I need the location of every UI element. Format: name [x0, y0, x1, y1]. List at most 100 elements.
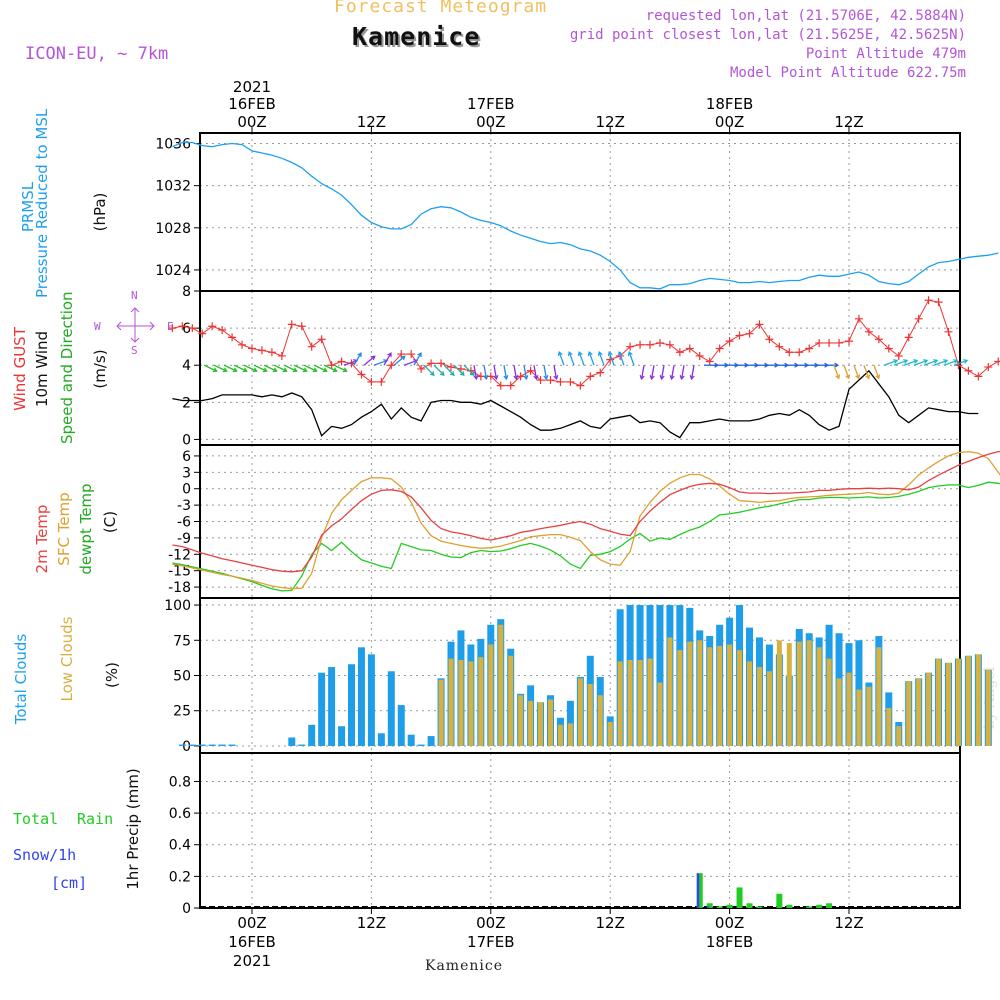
wind-direction-arrow: [423, 364, 435, 376]
low-cloud-bar: [577, 678, 583, 746]
rain-bar: [746, 903, 753, 908]
wind-direction-arrowhead: [449, 371, 455, 376]
gust-point: [974, 372, 983, 381]
low-cloud-bar: [975, 654, 981, 746]
wind-direction-arrowhead: [865, 374, 871, 380]
gust-point: [705, 357, 714, 366]
low-cloud-bar: [816, 647, 822, 746]
x-tick-label-top: 00Z: [237, 113, 266, 131]
wind-direction-arrowhead: [587, 350, 593, 357]
total-cloud-bar: [387, 671, 395, 746]
rain-bar: [776, 893, 783, 908]
low-cloud-bar: [508, 655, 514, 746]
location-title: Kamenice: [352, 22, 481, 51]
wind-direction-arrowhead: [543, 375, 549, 381]
wind-direction-arrow: [313, 364, 327, 372]
wind-direction-arrow: [303, 364, 317, 372]
gust-point: [785, 348, 794, 357]
wind-direction-arrowhead: [473, 375, 479, 381]
gust-point: [934, 298, 943, 307]
wind-direction-arrow: [493, 365, 498, 380]
wind-direction-arrow: [283, 364, 297, 372]
wind-direction-arrow: [893, 359, 908, 366]
gust-point: [367, 377, 376, 386]
wind-direction-arrow: [433, 364, 445, 376]
gust-point: [267, 348, 276, 357]
gust-point: [218, 325, 227, 334]
low-cloud-bar: [756, 667, 762, 746]
y-tick-label: -3: [177, 498, 191, 514]
gust-point: [337, 357, 346, 366]
x-tick-label-top: 12Z: [596, 113, 625, 131]
wind-direction-arrowhead: [262, 367, 268, 373]
wind-direction-arrowhead: [903, 359, 909, 364]
p5-label-total: Total: [13, 810, 59, 828]
y-tick-label: 1036: [155, 137, 191, 153]
wind-direction-arrow: [640, 365, 645, 380]
rain-bar: [806, 906, 813, 908]
gust-point: [725, 337, 734, 346]
wind-direction-arrow: [660, 365, 665, 380]
wind-direction-arrowhead: [232, 367, 238, 373]
low-cloud-bar: [926, 672, 932, 746]
gust-point: [835, 338, 844, 347]
snow-bar: [706, 906, 710, 908]
y-tick-label: 3: [182, 465, 191, 481]
low-cloud-bar: [876, 647, 882, 746]
wind-direction-arrow: [503, 365, 508, 380]
total-cloud-bar: [377, 733, 385, 746]
wind-direction-arrowhead: [417, 352, 422, 358]
total-cloud-bar: [288, 737, 296, 746]
wind-direction-arrow: [568, 351, 575, 366]
x-date-label-bottom: 17FEB: [467, 933, 514, 951]
total-cloud-bar: [308, 724, 316, 746]
wind-direction-arrow: [373, 359, 388, 366]
gust-point: [387, 361, 396, 370]
y-tick-label: 0: [182, 432, 191, 448]
wind-direction-arrowhead: [222, 367, 228, 373]
wind-direction-arrowhead: [875, 374, 881, 380]
total-cloud-bar: [397, 705, 405, 746]
wind-direction-arrow: [413, 352, 422, 366]
low-cloud-bar: [657, 682, 663, 746]
gust-point: [665, 340, 674, 349]
wind-direction-arrow: [393, 355, 406, 366]
wind-direction-arrowhead: [322, 367, 328, 373]
gust-point: [854, 314, 863, 323]
gust-point: [904, 333, 913, 342]
gust-point: [994, 357, 1000, 366]
low-cloud-bar: [498, 624, 504, 746]
wind-direction-arrowhead: [332, 367, 338, 373]
gust-point: [586, 372, 595, 381]
total-cloud-bar: [367, 654, 375, 746]
gust-point: [626, 342, 635, 351]
gust-point: [257, 346, 266, 355]
gust-point: [228, 333, 237, 342]
wind-direction-arrowhead: [483, 375, 489, 381]
rain-bar: [726, 904, 733, 908]
gust-point: [805, 344, 814, 353]
wind-direction-arrowhead: [607, 350, 613, 357]
total-cloud-bar: [228, 744, 236, 746]
gust-point: [417, 364, 426, 373]
panel-frame: [199, 290, 961, 446]
wind-direction-arrow: [333, 364, 347, 372]
x-date-label-top: 18FEB: [706, 95, 753, 113]
wind-direction-arrow: [598, 351, 605, 366]
wind-direction-arrowhead: [523, 375, 529, 381]
wind-direction-arrowhead: [835, 374, 841, 380]
gust-point: [377, 377, 386, 386]
low-cloud-bar: [936, 658, 942, 746]
wind-direction-arrow: [223, 364, 237, 372]
low-cloud-bar: [846, 672, 852, 746]
x-tick-label-bottom: 00Z: [237, 914, 266, 932]
total-cloud-bar: [348, 664, 355, 746]
wind-direction-arrow: [263, 364, 277, 372]
low-cloud-bar: [856, 689, 862, 746]
total-cloud-bar: [566, 700, 574, 746]
wind-direction-arrowhead: [617, 350, 623, 357]
gust-point: [864, 327, 873, 336]
gust-point: [675, 348, 684, 357]
gust-point: [845, 337, 853, 346]
